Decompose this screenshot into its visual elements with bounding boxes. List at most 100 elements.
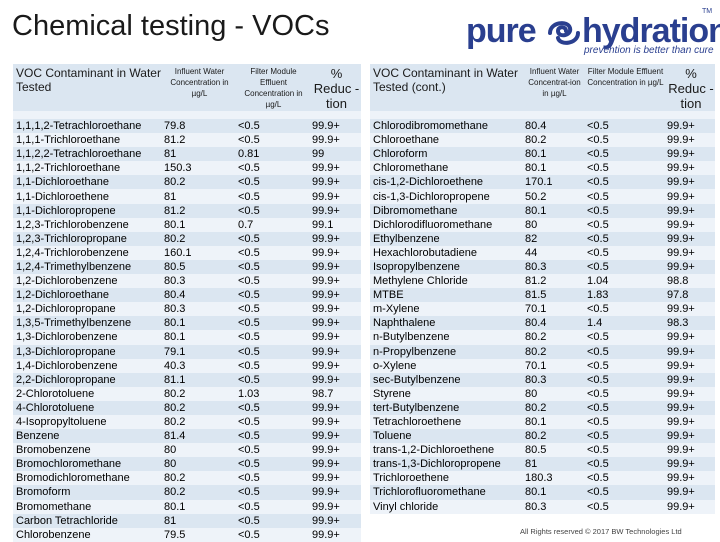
- header-effluent: Filter Module Effluent Concentration in …: [235, 64, 309, 111]
- effluent-cell: 1.03: [235, 386, 309, 401]
- influent-cell: 40.3: [161, 358, 235, 373]
- effluent-cell: <0.5: [584, 400, 664, 415]
- reduction-cell: 99.9+: [309, 471, 361, 486]
- table-row: 4-Chlorotoluene 80.2 <0.5 99.9+: [13, 400, 361, 415]
- effluent-cell: <0.5: [235, 161, 309, 176]
- reduction-cell: 99.9+: [309, 443, 361, 458]
- reduction-cell: 99.9+: [309, 499, 361, 514]
- effluent-cell: <0.5: [235, 259, 309, 275]
- table-row: 1,2-Dichloroethane 80.4 <0.5 99.9+: [13, 288, 361, 303]
- influent-cell: 80.2: [161, 386, 235, 401]
- contaminant-cell: Trichloroethene: [370, 471, 522, 486]
- influent-cell: 80: [522, 217, 584, 232]
- reduction-cell: 99.9+: [664, 217, 715, 232]
- table-row: trans-1,2-Dichloroethene 80.5 <0.5 99.9+: [370, 443, 715, 458]
- contaminant-cell: Trichlorofluoromethane: [370, 485, 522, 500]
- reduction-cell: 99.9+: [664, 344, 715, 359]
- effluent-cell: <0.5: [235, 400, 309, 415]
- effluent-cell: <0.5: [584, 429, 664, 444]
- table-row: 1,2-Dichloropropane 80.3 <0.5 99.9+: [13, 302, 361, 317]
- effluent-cell: <0.5: [235, 133, 309, 148]
- contaminant-cell: 1,2-Dichloroethane: [13, 288, 161, 303]
- table-row: Bromochloromethane 80 <0.5 99.9+: [13, 457, 361, 472]
- table-row: 1,1,2-Trichloroethane 150.3 <0.5 99.9+: [13, 161, 361, 176]
- reduction-cell: 99.9+: [309, 245, 361, 260]
- effluent-cell: 0.7: [235, 217, 309, 232]
- table-row: 1,1-Dichloroethene 81 <0.5 99.9+: [13, 189, 361, 204]
- contaminant-cell: Chlorodibromomethane: [370, 119, 522, 134]
- table-row: n-Butylbenzene 80.2 <0.5 99.9+: [370, 330, 715, 345]
- logo-tagline: prevention is better than cure: [584, 45, 714, 56]
- influent-cell: 80.1: [161, 316, 235, 331]
- contaminant-cell: 1,3,5-Trimethylbenzene: [13, 316, 161, 331]
- effluent-cell: 1.83: [584, 288, 664, 303]
- influent-cell: 80.3: [161, 302, 235, 317]
- contaminant-cell: 2-Chlorotoluene: [13, 386, 161, 401]
- table-row: 1,1-Dichloropropene 81.2 <0.5 99.9+: [13, 203, 361, 218]
- table-row: 4-Isopropyltoluene 80.2 <0.5 99.9+: [13, 414, 361, 430]
- reduction-cell: 99.9+: [309, 527, 361, 542]
- reduction-cell: 99.9+: [664, 245, 715, 260]
- reduction-cell: 99.9+: [309, 175, 361, 190]
- table-row: Carbon Tetrachloride 81 <0.5 99.9+: [13, 513, 361, 528]
- table-row: Chlorodibromomethane 80.4 <0.5 99.9+: [370, 119, 715, 134]
- influent-cell: 80.2: [522, 133, 584, 148]
- influent-cell: 80.3: [522, 372, 584, 387]
- contaminant-cell: 1,3-Dichloropropane: [13, 344, 161, 359]
- effluent-cell: <0.5: [584, 330, 664, 345]
- table-row: cis-1,3-Dichloropropene 50.2 <0.5 99.9+: [370, 189, 715, 204]
- reduction-cell: 99.9+: [664, 485, 715, 500]
- reduction-cell: 99.9+: [309, 259, 361, 275]
- table-row: Bromomethane 80.1 <0.5 99.9+: [13, 499, 361, 514]
- effluent-cell: <0.5: [584, 499, 664, 514]
- table-row: Bromobenzene 80 <0.5 99.9+: [13, 443, 361, 458]
- table-row: 1,1,2,2-Tetrachloroethane 81 0.81 99: [13, 147, 361, 162]
- table-row: 1,1-Dichloroethane 80.2 <0.5 99.9+: [13, 175, 361, 190]
- contaminant-cell: Tetrachloroethene: [370, 414, 522, 430]
- influent-cell: 80.4: [161, 288, 235, 303]
- header-reduction: % Reduc -tion: [664, 64, 715, 111]
- contaminant-cell: 4-Isopropyltoluene: [13, 414, 161, 430]
- logo-word-pure: pure: [466, 12, 537, 50]
- influent-cell: 70.1: [522, 302, 584, 317]
- effluent-cell: <0.5: [235, 231, 309, 246]
- header-influent: Influent Water Concentrat-ion in µg/L: [522, 64, 584, 111]
- contaminant-cell: Chloromethane: [370, 161, 522, 176]
- influent-cell: 80.4: [522, 316, 584, 331]
- table-row: 1,4-Dichlorobenzene 40.3 <0.5 99.9+: [13, 358, 361, 373]
- reduction-cell: 99.9+: [664, 443, 715, 458]
- effluent-cell: <0.5: [235, 274, 309, 289]
- influent-cell: 80.3: [522, 259, 584, 275]
- table-row: 1,2,3-Trichloropropane 80.2 <0.5 99.9+: [13, 231, 361, 246]
- effluent-cell: <0.5: [235, 485, 309, 500]
- influent-cell: 81.5: [522, 288, 584, 303]
- reduction-cell: 99.9+: [309, 274, 361, 289]
- reduction-cell: 99.9+: [309, 288, 361, 303]
- influent-cell: 80.5: [161, 259, 235, 275]
- contaminant-cell: cis-1,3-Dichloropropene: [370, 189, 522, 204]
- contaminant-cell: Methylene Chloride: [370, 274, 522, 289]
- header-contaminant: VOC Contaminant in Water Tested: [13, 64, 161, 111]
- contaminant-cell: Toluene: [370, 429, 522, 444]
- reduction-cell: 99.9+: [309, 316, 361, 331]
- contaminant-cell: Dibromomethane: [370, 203, 522, 218]
- table-row: 1,1,1-Trichloroethane 81.2 <0.5 99.9+: [13, 133, 361, 148]
- copyright-footer: All Rights reserved © 2017 BW Technologi…: [520, 527, 682, 536]
- influent-cell: 80.2: [522, 344, 584, 359]
- table-row: tert-Butylbenzene 80.2 <0.5 99.9+: [370, 400, 715, 415]
- effluent-cell: <0.5: [235, 443, 309, 458]
- reduction-cell: 99.9+: [664, 372, 715, 387]
- contaminant-cell: Carbon Tetrachloride: [13, 513, 161, 528]
- influent-cell: 170.1: [522, 175, 584, 190]
- reduction-cell: 99.9+: [664, 175, 715, 190]
- reduction-cell: 99.9+: [664, 133, 715, 148]
- contaminant-cell: Bromochloromethane: [13, 457, 161, 472]
- contaminant-cell: Bromobenzene: [13, 443, 161, 458]
- reduction-cell: 99.9+: [309, 231, 361, 246]
- header-influent: Influent Water Concentration in µg/L: [161, 64, 235, 111]
- effluent-cell: <0.5: [584, 485, 664, 500]
- reduction-cell: 99.9+: [309, 400, 361, 415]
- contaminant-cell: n-Propylbenzene: [370, 344, 522, 359]
- effluent-cell: <0.5: [235, 429, 309, 444]
- reduction-cell: 99.9+: [664, 400, 715, 415]
